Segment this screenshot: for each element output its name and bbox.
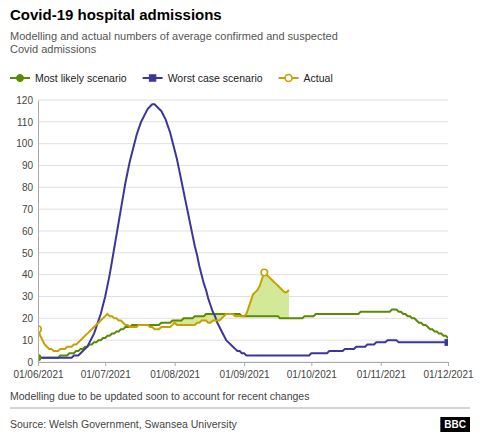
legend: Most likely scenario Worst case scenario A… <box>10 72 333 84</box>
tick-mark <box>244 362 245 366</box>
y-tick: 40 <box>22 269 38 280</box>
series-line <box>38 272 289 351</box>
y-tick: 90 <box>22 160 38 171</box>
logo-text: BBC <box>444 419 466 430</box>
x-tick-label: 01/06/2021 <box>13 369 63 380</box>
chart: Covid-19 hospital admissions Modelling an… <box>0 0 480 446</box>
logo: BBC <box>440 417 470 432</box>
y-tick-label: 100 <box>16 138 33 149</box>
y-tick: 20 <box>22 313 38 324</box>
tick-mark <box>311 362 312 366</box>
x-tick-label: 01/12/2021 <box>423 369 473 380</box>
y-tick-label: 70 <box>22 204 34 215</box>
y-tick-label: 30 <box>22 291 34 302</box>
subtitle: Modelling and actual numbers of average … <box>10 30 338 55</box>
y-tick: 10 <box>22 335 38 346</box>
tick-mark <box>175 362 176 366</box>
grid-line <box>38 296 448 297</box>
x-tick-label: 01/09/2021 <box>220 369 270 380</box>
grid-line <box>38 165 448 166</box>
y-tick-label: 0 <box>27 357 33 368</box>
y-tick-label: 90 <box>22 160 34 171</box>
y-tick-label: 120 <box>16 95 33 106</box>
legend-item: Actual <box>279 72 333 84</box>
grid-line <box>38 100 448 101</box>
y-axis: 0 10 20 30 40 50 60 70 80 90 100 110 120 <box>16 95 38 368</box>
legend-marker <box>285 75 292 82</box>
y-tick: 100 <box>16 138 38 149</box>
legend-label: Worst case scenario <box>168 72 263 84</box>
y-tick: 50 <box>22 248 38 259</box>
tick-mark <box>381 362 382 366</box>
y-tick: 0 <box>27 357 38 368</box>
series-marker <box>261 269 267 275</box>
x-tick: 01/11/2021 <box>357 362 407 380</box>
legend-item: Worst case scenario <box>143 72 263 84</box>
subtitle-line: Modelling and actual numbers of average … <box>10 30 338 42</box>
grid-line <box>38 143 448 144</box>
grid-line <box>38 187 448 188</box>
y-tick: 70 <box>22 204 38 215</box>
tick-mark <box>38 362 39 366</box>
grid-line <box>38 231 448 232</box>
x-tick: 01/09/2021 <box>220 362 270 380</box>
y-tick-label: 10 <box>22 335 34 346</box>
separator <box>10 408 470 409</box>
y-tick: 120 <box>16 95 38 106</box>
y-tick: 80 <box>22 182 38 193</box>
legend-marker <box>149 75 155 81</box>
grid-line <box>38 209 448 210</box>
title: Covid-19 hospital admissions <box>10 6 222 23</box>
grid <box>38 100 448 362</box>
y-tick-label: 50 <box>22 248 34 259</box>
y-tick-label: 60 <box>22 226 34 237</box>
x-axis: 01/06/2021 01/07/2021 01/08/2021 01/09/2021… <box>13 362 473 380</box>
x-tick-label: 01/10/2021 <box>287 369 337 380</box>
y-tick-label: 80 <box>22 182 34 193</box>
x-tick: 01/10/2021 <box>287 362 337 380</box>
footer: Modelling due to be updated soon to acco… <box>10 390 309 402</box>
logo-box <box>440 417 470 432</box>
x-tick: 01/08/2021 <box>150 362 200 380</box>
grid-line <box>38 274 448 275</box>
legend-label: Actual <box>304 72 333 84</box>
source: Source: Welsh Government, Swansea Univer… <box>10 418 238 430</box>
plot-area <box>38 104 448 360</box>
y-tick: 30 <box>22 291 38 302</box>
x-tick-label: 01/08/2021 <box>150 369 200 380</box>
series-line <box>38 104 448 357</box>
x-tick: 01/12/2021 <box>423 362 473 380</box>
legend-marker <box>17 75 24 82</box>
y-tick-label: 110 <box>17 117 33 128</box>
legend-label: Most likely scenario <box>35 72 127 84</box>
y-tick-label: 20 <box>22 313 34 324</box>
grid-line <box>38 252 448 253</box>
series-marker <box>445 339 448 345</box>
y-tick: 110 <box>17 117 38 128</box>
legend-item: Most likely scenario <box>10 72 127 84</box>
y-tick: 60 <box>22 226 38 237</box>
axis-line <box>38 101 39 363</box>
x-tick: 01/06/2021 <box>13 362 63 380</box>
y-tick-label: 40 <box>22 269 34 280</box>
tick-mark <box>448 362 449 366</box>
x-tick: 01/07/2021 <box>81 362 131 380</box>
x-tick-label: 01/07/2021 <box>81 369 131 380</box>
x-tick-label: 01/11/2021 <box>357 369 407 380</box>
grid-line <box>38 121 448 122</box>
tick-mark <box>105 362 106 366</box>
subtitle-line: Covid admissions <box>10 43 97 55</box>
axis-line <box>39 363 449 367</box>
